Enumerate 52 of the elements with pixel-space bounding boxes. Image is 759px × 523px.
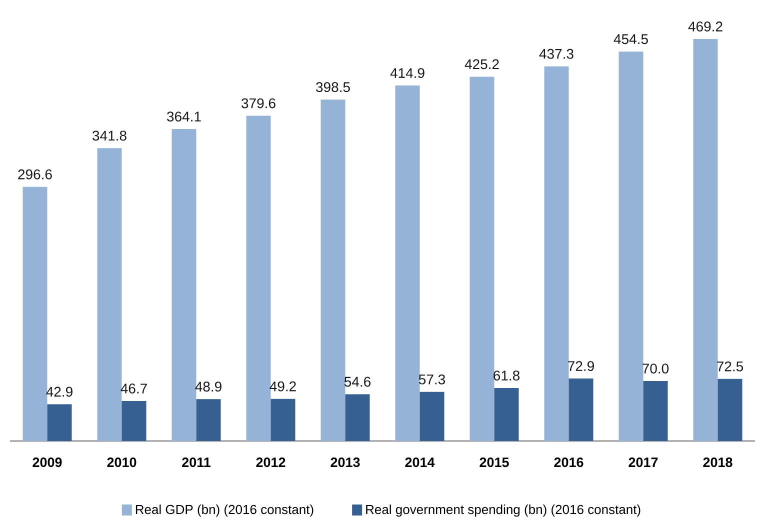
x-tick-label: 2015	[480, 458, 509, 468]
data-label: 437.3	[539, 48, 574, 59]
data-label: 379.6	[242, 98, 276, 108]
data-label: 296.6	[18, 169, 52, 180]
data-label: 414.9	[390, 68, 424, 78]
bar	[196, 399, 221, 441]
bar	[122, 400, 146, 441]
bar	[643, 381, 668, 441]
data-label: 341.8	[92, 130, 126, 141]
data-label: 364.1	[167, 112, 201, 122]
x-tick-label: 2009	[32, 458, 62, 468]
bar	[320, 100, 346, 441]
data-label: 42.9	[46, 386, 72, 397]
data-label: 72.5	[717, 361, 744, 372]
data-label: 48.9	[195, 382, 222, 392]
x-tick-label: 2014	[405, 458, 435, 468]
data-label: 61.8	[494, 370, 520, 381]
legend-label: Real GDP (bn) (2016 constant)	[136, 504, 314, 517]
bar	[270, 398, 296, 441]
data-label: 398.5	[316, 82, 350, 92]
data-label: 469.2	[688, 22, 722, 32]
x-tick-label: 2010	[107, 458, 136, 468]
x-tick-label: 2011	[182, 458, 211, 468]
bar	[246, 116, 271, 441]
data-label: 49.2	[270, 381, 296, 392]
data-label: 454.5	[614, 34, 648, 44]
data-label: 46.7	[120, 384, 147, 394]
bar	[420, 392, 444, 441]
x-tick-label: 2018	[703, 458, 732, 468]
legend-label: Real government spending (bn) (2016 constant)	[366, 504, 640, 517]
x-tick-label: 2016	[554, 458, 584, 468]
x-tick-label: 2013	[330, 458, 360, 468]
bar	[47, 404, 72, 441]
data-label: 54.6	[344, 376, 371, 387]
bar	[345, 394, 370, 441]
bar	[97, 148, 122, 441]
bar	[470, 76, 494, 441]
x-tick-label: 2012	[256, 458, 286, 468]
bar	[568, 378, 594, 441]
bar	[693, 38, 718, 441]
bar	[718, 378, 742, 441]
bar	[544, 66, 569, 441]
bar	[494, 388, 519, 441]
bar	[22, 186, 48, 441]
bar	[618, 52, 644, 441]
data-label: 70.0	[642, 364, 669, 374]
data-label: 425.2	[464, 59, 499, 70]
bar	[395, 86, 420, 441]
data-label: 72.9	[568, 361, 594, 372]
x-tick-label: 2017	[628, 458, 658, 468]
data-label: 57.3	[418, 374, 446, 384]
bar	[172, 129, 196, 441]
